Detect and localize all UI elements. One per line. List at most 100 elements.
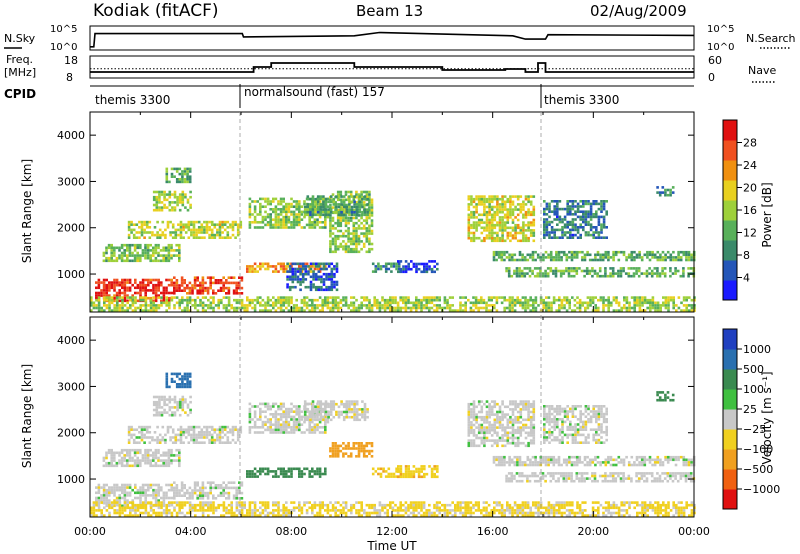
power-cell: [319, 208, 323, 211]
power-cell: [485, 205, 489, 209]
power-cell: [324, 298, 327, 302]
velocity-cell: [363, 418, 367, 422]
power-cell: [256, 226, 259, 229]
power-cell: [183, 289, 186, 292]
velocity-cell: [318, 431, 322, 434]
power-cell: [534, 309, 538, 312]
velocity-cell: [197, 436, 201, 439]
power-cell: [549, 269, 553, 273]
velocity-cell: [235, 491, 238, 495]
velocity-cell: [143, 433, 146, 437]
power-cell: [576, 228, 580, 232]
power-cell: [279, 309, 283, 312]
velocity-cell: [162, 501, 166, 505]
power-cell: [527, 223, 530, 227]
power-cell: [563, 296, 566, 299]
power-cell: [303, 205, 307, 209]
power-cell: [248, 208, 252, 211]
power-cell: [191, 289, 194, 292]
power-scatter-cells: [90, 167, 696, 312]
power-cell: [392, 265, 396, 268]
power-cell: [154, 251, 158, 255]
velocity-cell: [318, 470, 322, 473]
power-cell: [607, 296, 610, 299]
power-cell: [459, 309, 462, 312]
power-cell: [152, 296, 155, 299]
velocity-cell: [162, 496, 166, 500]
power-cell: [529, 298, 532, 302]
power-cell: [165, 180, 169, 184]
power-cell: [266, 309, 270, 312]
power-cell: [162, 289, 166, 292]
power-cell: [514, 231, 517, 235]
power-cell: [555, 258, 558, 262]
velocity-cell: [340, 400, 343, 403]
power-cell: [313, 221, 317, 224]
velocity-cell: [298, 475, 301, 478]
power-cell: [336, 247, 340, 251]
power-cell: [162, 286, 166, 290]
power-cell: [669, 256, 673, 259]
velocity-cell: [306, 418, 310, 422]
power-cell: [515, 274, 519, 278]
power-cell: [537, 304, 540, 307]
velocity-cell: [152, 496, 155, 500]
velocity-cell: [102, 488, 106, 492]
power-cell: [389, 296, 392, 299]
power-cell: [656, 250, 660, 254]
power-cell: [155, 206, 159, 209]
power-cell: [672, 301, 675, 305]
power-cell: [620, 250, 623, 254]
power-cell: [334, 296, 337, 299]
power-cell: [625, 256, 628, 259]
velocity-cell: [181, 385, 184, 389]
power-cell: [415, 304, 418, 307]
power-cell: [168, 203, 172, 207]
power-cell: [155, 190, 159, 194]
velocity-cell: [203, 436, 206, 439]
power-cell: [129, 304, 132, 307]
velocity-cell: [223, 425, 227, 429]
power-cell: [173, 208, 177, 212]
power-cell: [360, 232, 363, 235]
power-cell: [175, 249, 178, 252]
velocity-cell: [208, 441, 211, 444]
power-cell: [327, 208, 330, 211]
power-cell: [641, 309, 644, 312]
power-cell: [107, 243, 111, 247]
velocity-cell: [128, 486, 132, 489]
power-cell: [144, 278, 147, 282]
power-cell: [186, 304, 189, 307]
velocity-cell: [256, 475, 259, 478]
velocity-cell: [196, 494, 199, 497]
power-cell: [386, 298, 389, 302]
velocity-cell: [160, 406, 164, 409]
power-cell: [141, 278, 145, 282]
power-cell: [143, 231, 146, 234]
velocity-cell: [417, 475, 421, 479]
power-cell: [326, 197, 330, 201]
velocity-cell: [272, 428, 275, 432]
velocity-cell: [113, 488, 116, 492]
power-cell: [264, 262, 267, 266]
power-cell: [472, 236, 476, 240]
power-cell: [425, 267, 429, 271]
power-cell: [269, 215, 272, 219]
power-cell: [102, 289, 106, 292]
power-cell: [570, 250, 574, 254]
power-cell: [329, 203, 332, 207]
velocity-cell: [174, 436, 178, 439]
power-cell: [277, 223, 280, 227]
power-cell: [682, 309, 686, 312]
power-cell: [105, 283, 108, 287]
power-cell: [335, 262, 339, 266]
velocity-cell: [121, 488, 124, 492]
power-cell: [520, 274, 524, 278]
velocity-cell: [139, 451, 142, 455]
power-cell: [324, 221, 327, 224]
power-cell: [509, 216, 512, 219]
power-cell: [154, 259, 158, 263]
power-cell: [501, 205, 504, 209]
power-cell: [286, 262, 289, 266]
power-cell: [579, 233, 582, 237]
